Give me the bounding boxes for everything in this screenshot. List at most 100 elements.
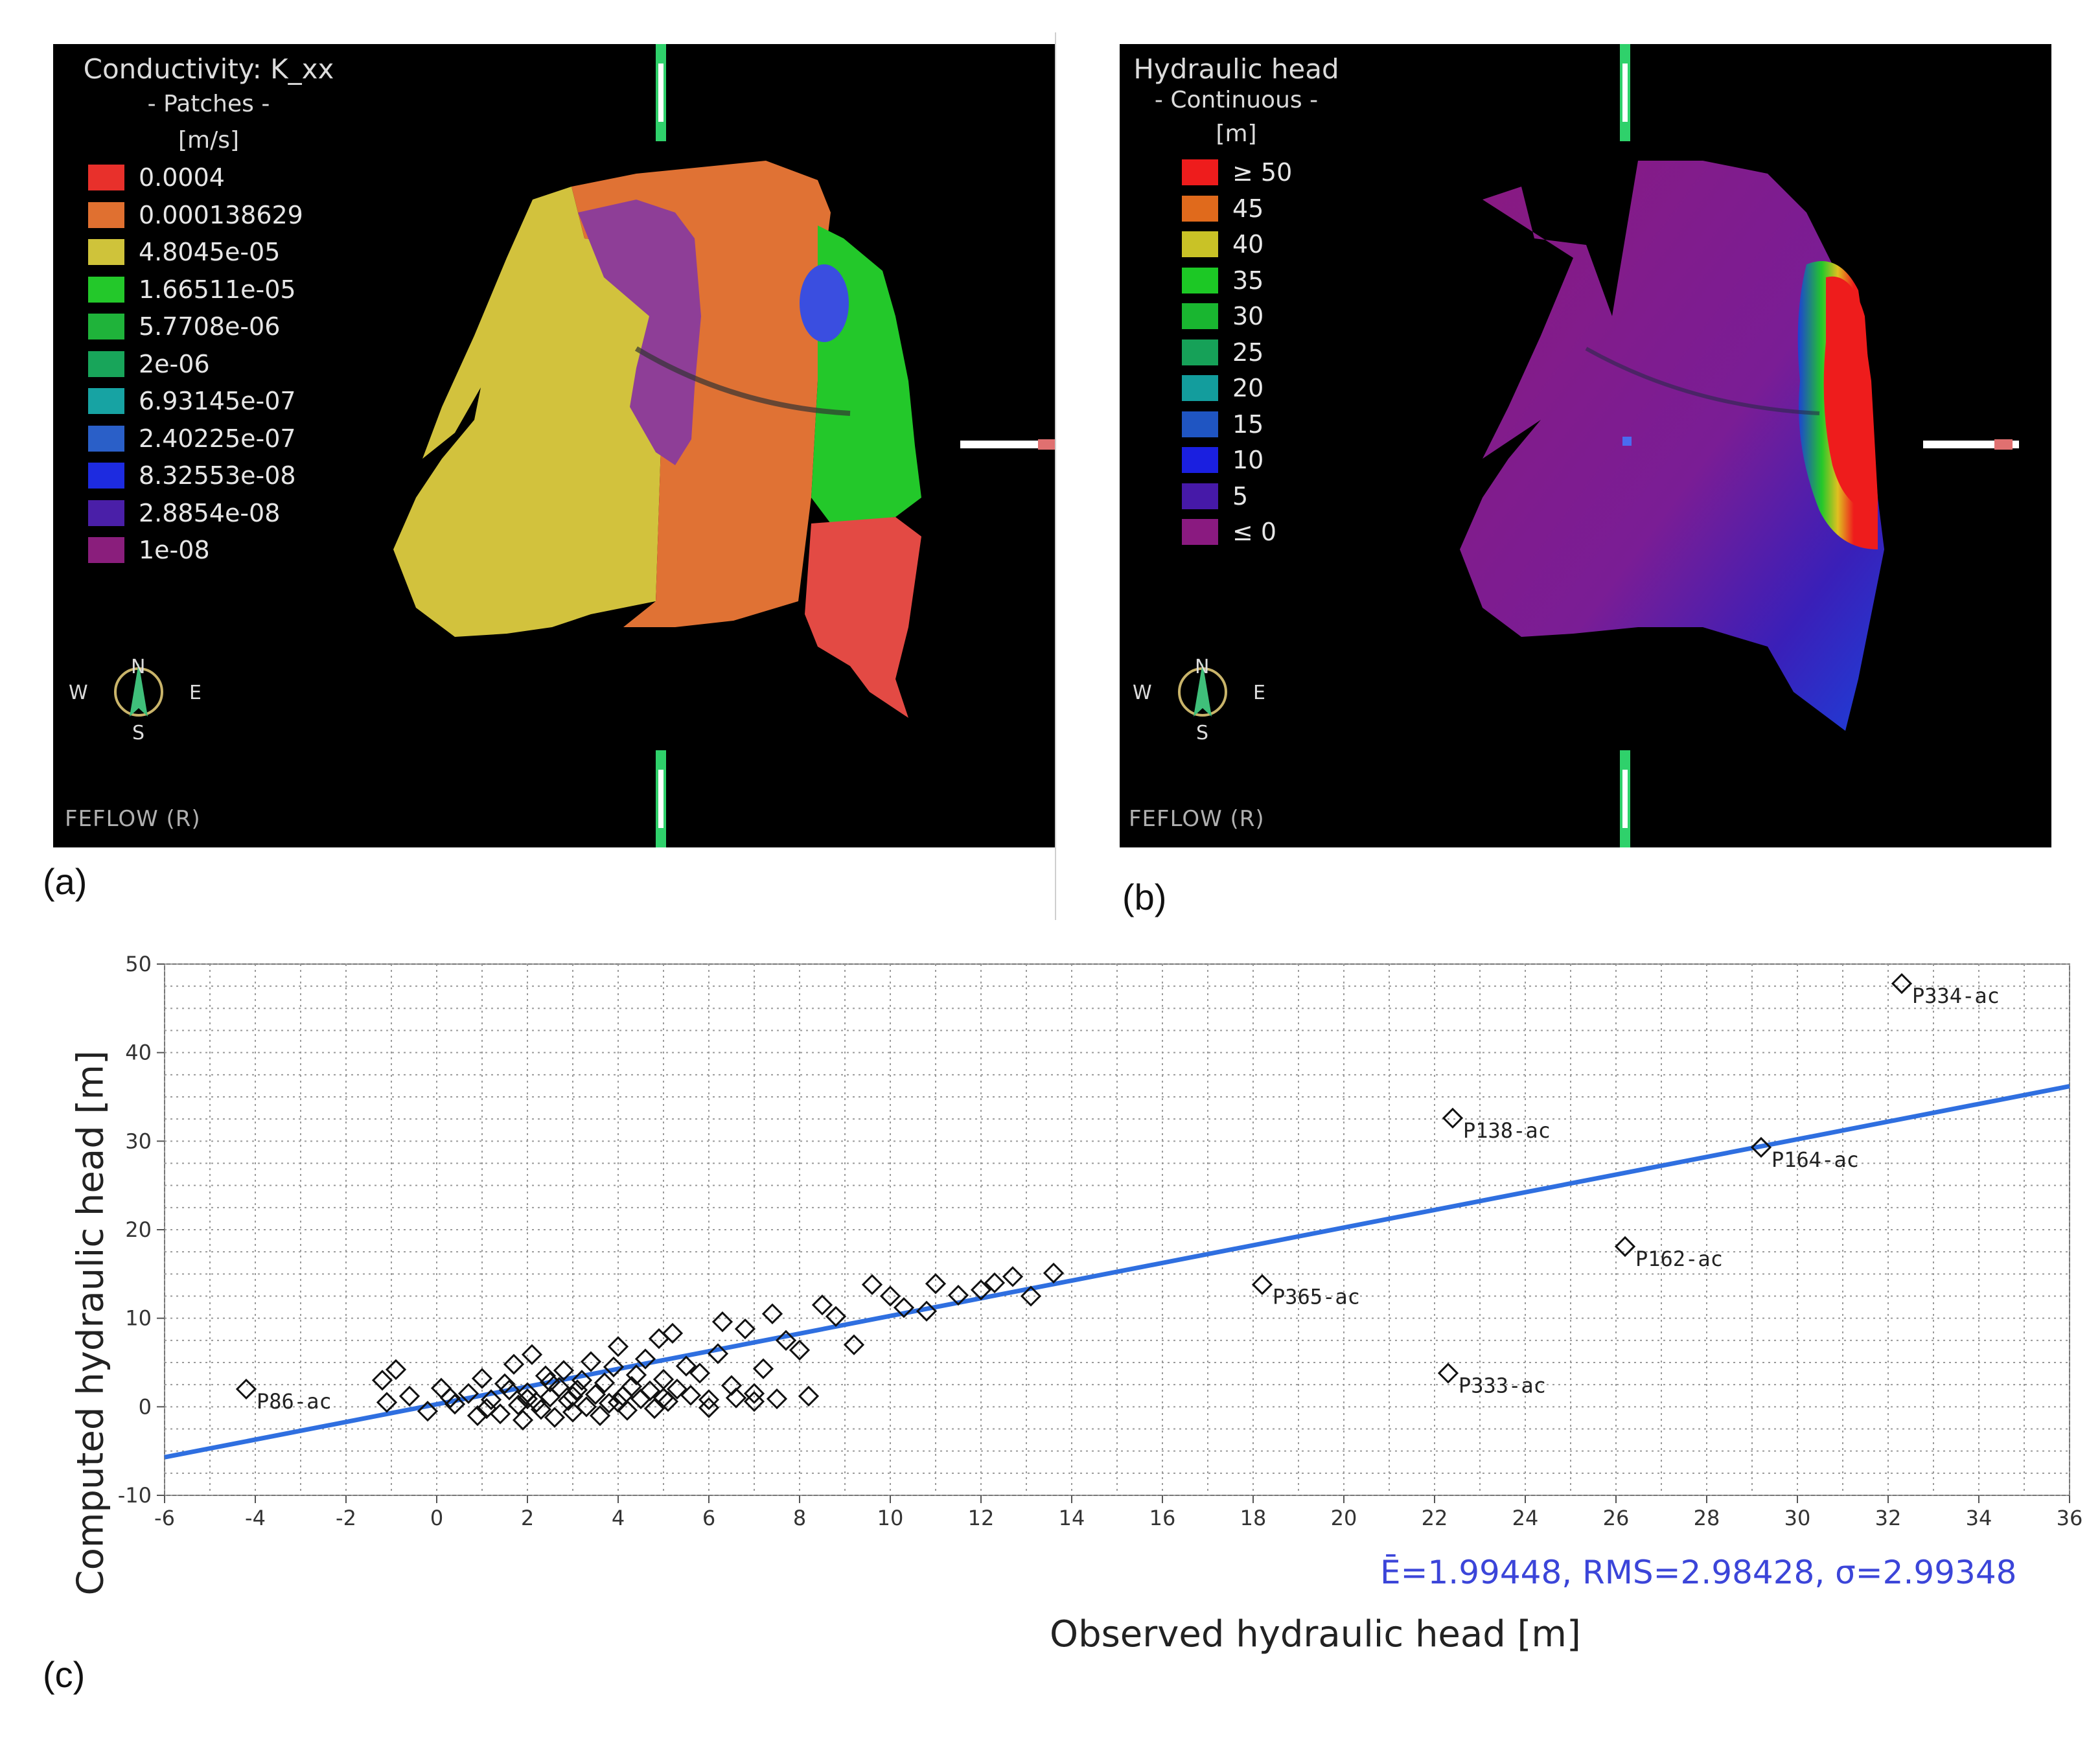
legend-item: 35	[1182, 266, 1263, 295]
statistics-summary: Ē=1.99448, RMS=2.98428, σ=2.99348	[1380, 1554, 2017, 1591]
legend-label: 5	[1232, 481, 1249, 511]
y-tick-label: -10	[118, 1483, 152, 1508]
x-tick-label: 4	[612, 1506, 625, 1530]
x-tick-label: 30	[1784, 1506, 1811, 1530]
legend-label: 40	[1232, 230, 1264, 259]
point-label: P138-ac	[1463, 1118, 1551, 1143]
legend-item: 6.93145e-07	[88, 387, 296, 415]
feflow-watermark: FEFLOW (R)	[1129, 806, 1265, 832]
data-point	[984, 1272, 1006, 1294]
legend-swatch	[1182, 339, 1218, 365]
compass-s: S	[1196, 722, 1209, 744]
legend-label: 15	[1232, 409, 1264, 439]
legend-swatch	[88, 351, 124, 377]
x-tick-label: 18	[1240, 1506, 1267, 1530]
legend-unit: [m]	[1216, 121, 1257, 147]
legend-item: 0.000138629	[88, 201, 303, 229]
legend-label: 20	[1232, 374, 1264, 402]
point-label: P334-ac	[1912, 984, 2000, 1008]
legend-item: 2.40225e-07	[88, 424, 296, 453]
data-point	[775, 1329, 797, 1351]
legend-label: ≥ 50	[1232, 158, 1293, 187]
data-point	[594, 1372, 616, 1394]
legend-swatch	[1182, 483, 1218, 509]
data-point	[1043, 1262, 1065, 1284]
data-point	[530, 1399, 552, 1420]
data-point	[675, 1355, 697, 1377]
y-tick-label: 30	[125, 1129, 152, 1153]
data-point	[512, 1409, 534, 1431]
y-tick-label: 50	[125, 952, 152, 976]
data-point	[662, 1322, 684, 1344]
data-point	[657, 1391, 679, 1412]
data-point	[557, 1390, 579, 1411]
data-point	[494, 1373, 516, 1394]
legend-item: 25	[1182, 338, 1263, 367]
data-point	[553, 1360, 575, 1381]
data-point-labeled	[1614, 1236, 1636, 1258]
conductivity-map	[114, 44, 1056, 847]
data-point	[698, 1397, 720, 1418]
x-tick-label: 16	[1149, 1506, 1176, 1530]
x-tick-label: 8	[793, 1506, 806, 1530]
data-point	[743, 1391, 765, 1412]
x-tick-label: 34	[1966, 1506, 1992, 1530]
x-tick-label: 2	[521, 1506, 534, 1530]
legend-label: 1e-08	[139, 536, 210, 564]
compass-w: W	[1133, 682, 1152, 704]
legend-subtitle: - Continuous -	[1154, 87, 1319, 113]
east-marker	[960, 441, 1056, 448]
x-tick-label: 10	[877, 1506, 904, 1530]
data-point	[666, 1378, 688, 1400]
legend-swatch	[88, 201, 124, 228]
data-point	[652, 1387, 675, 1409]
x-tick-label: 14	[1059, 1506, 1085, 1530]
compass-e: E	[189, 682, 202, 704]
data-point	[916, 1300, 938, 1322]
panel-a-label: (a)	[43, 861, 87, 902]
point-marker	[1622, 437, 1632, 446]
data-point	[893, 1297, 915, 1318]
data-point	[516, 1388, 538, 1410]
legend-subtitle: - Patches -	[147, 91, 270, 117]
data-point	[439, 1387, 461, 1409]
data-point-labeled	[1437, 1363, 1459, 1384]
legend-swatch	[88, 276, 124, 303]
data-point	[625, 1364, 647, 1386]
data-point	[607, 1392, 629, 1413]
legend-label: 6.93145e-07	[139, 387, 296, 415]
legend-label: 2.8854e-08	[139, 498, 281, 527]
data-point	[643, 1398, 665, 1420]
data-point	[707, 1343, 729, 1364]
y-tick-label: 10	[125, 1306, 152, 1331]
legend-item: 5.7708e-06	[88, 312, 280, 341]
patch-purple	[578, 200, 701, 465]
conductivity-map-panel: Conductivity: K_xx - Patches - [m/s] 0.0…	[53, 44, 1056, 847]
data-point	[548, 1377, 570, 1398]
y-tick-label: 20	[125, 1217, 152, 1242]
data-point	[575, 1396, 597, 1418]
data-point	[589, 1405, 611, 1427]
data-point	[476, 1398, 498, 1420]
data-point	[562, 1385, 584, 1407]
legend-title: Conductivity: K_xx	[83, 53, 334, 85]
data-point	[385, 1359, 407, 1381]
x-tick-label: 22	[1422, 1506, 1448, 1530]
patch-red	[805, 517, 921, 718]
data-point	[444, 1394, 466, 1415]
legend-label: 1.66511e-05	[139, 275, 296, 304]
legend-swatch	[88, 537, 124, 563]
data-point	[680, 1385, 702, 1406]
legend-swatch	[1182, 447, 1218, 473]
legend-swatch	[1182, 267, 1218, 293]
data-point	[798, 1385, 820, 1407]
x-tick-label: 24	[1512, 1506, 1539, 1530]
feflow-watermark: FEFLOW (R)	[65, 806, 201, 832]
data-point	[743, 1383, 765, 1404]
data-point	[861, 1274, 883, 1295]
x-tick-label: 6	[702, 1506, 715, 1530]
data-point	[376, 1392, 398, 1413]
patch-yellow	[393, 187, 675, 637]
data-point	[507, 1394, 529, 1416]
legend-item: 45	[1182, 194, 1263, 223]
